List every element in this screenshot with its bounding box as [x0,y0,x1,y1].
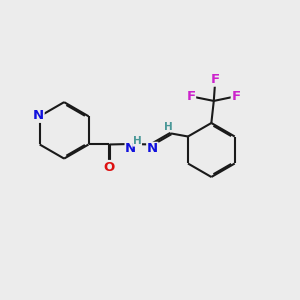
Text: F: F [211,73,220,86]
Text: H: H [133,136,142,146]
Text: O: O [104,160,115,174]
Text: F: F [186,89,196,103]
Text: N: N [125,142,136,155]
Text: N: N [33,109,44,122]
Text: H: H [164,122,172,132]
Text: F: F [231,89,240,103]
Text: N: N [147,142,158,155]
